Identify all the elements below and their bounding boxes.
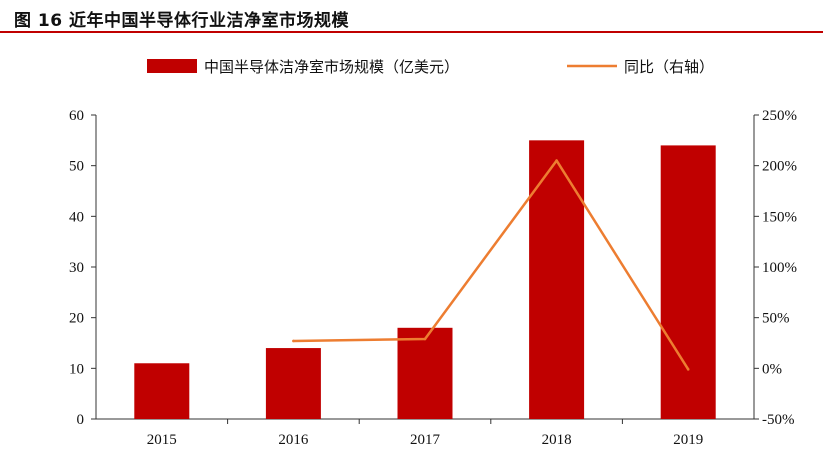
x-axis-tick-label: 2016	[278, 432, 309, 448]
chart-title: 图 16 近年中国半导体行业洁净室市场规模	[14, 11, 349, 31]
right-axis-tick-label: 0%	[762, 361, 782, 377]
legend-line-label: 同比（右轴）	[624, 58, 714, 76]
left-axis-tick-label: 20	[69, 311, 84, 327]
bar-2019	[660, 145, 716, 419]
left-axis-tick-label: 10	[69, 361, 84, 377]
x-axis-tick-label: 2019	[673, 432, 703, 448]
yoy-point-2018	[555, 159, 558, 162]
legend: 中国半导体洁净室市场规模（亿美元） 同比（右轴）	[147, 58, 714, 76]
left-axis-tick-label: 60	[69, 108, 84, 124]
left-axis-tick-label: 50	[69, 159, 84, 175]
right-axis-tick-label: 250%	[762, 108, 797, 124]
yoy-point-2019	[686, 368, 690, 371]
bars	[134, 140, 716, 420]
right-axis-tick-label: 50%	[762, 311, 790, 327]
right-axis-tick-label: 200%	[762, 159, 797, 175]
yoy-point-2016	[292, 339, 295, 343]
bar-2018	[529, 140, 585, 420]
x-axis-tick-label: 2015	[147, 432, 177, 448]
title-underline	[0, 31, 823, 33]
x-axis-tick-label: 2018	[542, 432, 572, 448]
yoy-series-line	[293, 159, 690, 371]
tick-labels: 0 10 20 30 40 50 60 -50% 0% 50% 100% 150% 200% 250% 20…	[69, 108, 797, 448]
right-axis-tick-label: 100%	[762, 260, 797, 276]
x-axis-tick-label: 2017	[410, 432, 441, 448]
bar-2016	[265, 348, 321, 419]
legend-bar-swatch	[147, 59, 197, 73]
bar-2017	[397, 327, 453, 419]
left-axis-tick-label: 40	[69, 209, 84, 225]
title-bar: 图 16 近年中国半导体行业洁净室市场规模	[0, 0, 823, 34]
right-axis-tick-label: -50%	[762, 412, 795, 428]
legend-bar-label: 中国半导体洁净室市场规模（亿美元）	[204, 58, 459, 76]
yoy-point-2017	[423, 337, 427, 341]
yoy-line	[292, 159, 690, 371]
left-axis-tick-label: 0	[77, 412, 85, 428]
right-axis-tick-label: 150%	[762, 209, 797, 225]
bar-2015	[134, 363, 190, 419]
left-axis-tick-label: 30	[69, 260, 84, 276]
